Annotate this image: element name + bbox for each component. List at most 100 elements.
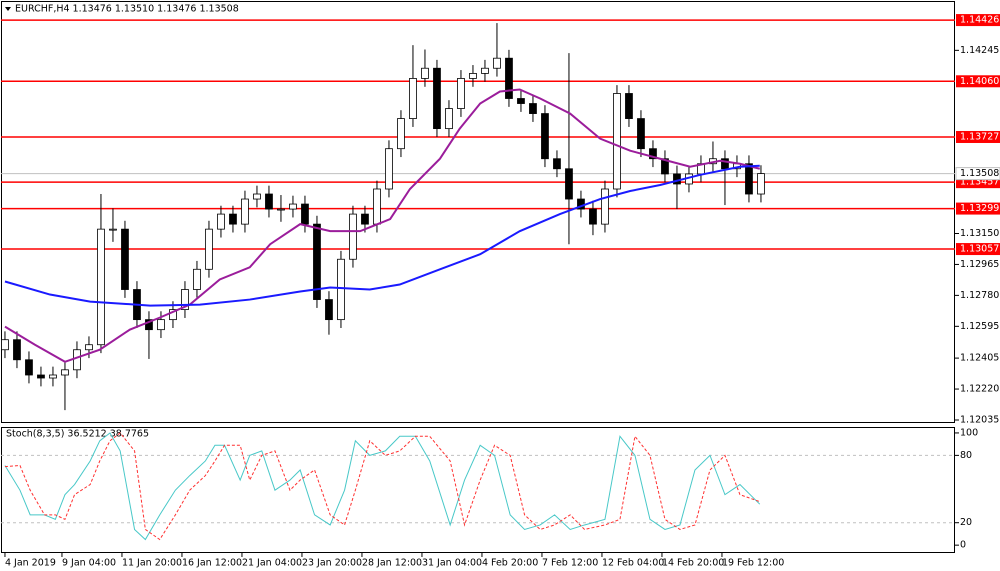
level-label: 1.14426 <box>960 15 999 26</box>
candle-body <box>313 223 321 300</box>
candle-body <box>553 158 561 170</box>
candle-body <box>265 193 273 210</box>
candle-body <box>361 213 369 225</box>
moving-average-line <box>4 88 761 363</box>
candle-body <box>73 349 81 371</box>
candle-body <box>757 173 765 195</box>
y-tick-label: 20 <box>960 517 972 528</box>
candle-body <box>601 188 609 225</box>
y-tick-label: 1.12965 <box>960 259 999 270</box>
candle-body <box>541 113 549 160</box>
candle-body <box>61 369 69 376</box>
candle-body <box>445 108 453 130</box>
level-label-box <box>956 14 1000 27</box>
level-label: 1.13057 <box>960 244 999 255</box>
candle-body <box>529 103 537 114</box>
candle-body <box>589 208 597 225</box>
level-label-box <box>956 75 1000 88</box>
candle-body <box>565 168 573 200</box>
y-tick-label: 1.14245 <box>960 45 999 56</box>
y-tick-label: 1.12405 <box>960 353 999 364</box>
y-tick-label: 1.12220 <box>960 384 999 395</box>
candle-body <box>721 158 729 170</box>
plot-layer: 1.14245 1.13150 1.12965 1.12780 1.12595 1.124… <box>1 14 1000 569</box>
x-tick-label: 19 Feb 12:00 <box>722 558 784 569</box>
level-label-box <box>956 202 1000 215</box>
x-tick-label: 16 Jan 12:00 <box>182 558 242 569</box>
candle-body <box>229 213 237 225</box>
candle-body <box>169 309 177 321</box>
x-tick-label: 12 Feb 04:00 <box>602 558 664 569</box>
candle-body <box>457 78 465 109</box>
candle-body <box>613 93 621 190</box>
candle-body <box>109 228 117 231</box>
level-label: 1.13299 <box>960 203 999 214</box>
candle-body <box>1 339 9 351</box>
x-tick-label: 28 Jan 12:00 <box>362 558 422 569</box>
stoch-panel-frame <box>1 427 955 553</box>
y-tick-label: 100 <box>960 427 978 438</box>
candle-body <box>625 93 633 119</box>
candle-body <box>469 73 477 79</box>
x-tick-label: 23 Jan 20:00 <box>302 558 362 569</box>
candle-body <box>85 344 93 351</box>
level-label-box <box>956 130 1000 143</box>
y-tick-label: 1.12035 <box>960 414 999 425</box>
candle-body <box>241 198 249 225</box>
y-tick-label: 1.13150 <box>960 228 999 239</box>
candle-body <box>337 258 345 321</box>
x-tick-label: 7 Feb 12:00 <box>542 558 598 569</box>
candle-body <box>325 299 333 321</box>
symbol-menu-arrow[interactable] <box>5 7 11 11</box>
level-label: 1.13457 <box>960 177 999 188</box>
candle-body <box>517 98 525 104</box>
candle-body <box>181 289 189 310</box>
y-tick-label: 0 <box>960 540 966 551</box>
x-tick-label: 14 Feb 20:00 <box>662 558 724 569</box>
candle-body <box>661 158 669 175</box>
candle-body <box>433 67 441 130</box>
candle-body <box>649 148 657 160</box>
candle-body <box>673 173 681 185</box>
x-tick-label: 4 Jan 2019 <box>5 558 56 569</box>
candle-body <box>193 268 201 290</box>
candle-body <box>253 193 261 200</box>
x-tick-label: 31 Jan 04:00 <box>422 558 482 569</box>
level-label: 1.14060 <box>960 76 999 87</box>
candle-body <box>481 67 489 74</box>
candle-body <box>37 374 45 379</box>
x-tick-label: 4 Feb 20:00 <box>482 558 538 569</box>
candle-body <box>97 228 105 346</box>
candle-body <box>637 118 645 150</box>
moving-average-line <box>4 164 760 307</box>
y-tick-label: 1.12780 <box>960 290 999 301</box>
candle-body <box>421 67 429 79</box>
candle-body <box>13 339 21 361</box>
candle-body <box>217 213 225 230</box>
candle-body <box>205 228 213 270</box>
x-tick-label: 9 Jan 04:00 <box>62 558 116 569</box>
symbol-header: EURCHF,H4 1.13476 1.13510 1.13476 1.1350… <box>15 4 239 15</box>
candle-body <box>373 188 381 225</box>
last-price-label: 1.13508 <box>960 168 999 179</box>
level-label: 1.13727 <box>960 131 999 142</box>
candle-body <box>397 118 405 150</box>
candle-body <box>145 319 153 331</box>
candle-body <box>121 228 129 290</box>
candle-body <box>289 203 297 210</box>
candle-body <box>277 208 285 211</box>
x-tick-label: 21 Jan 04:00 <box>242 558 302 569</box>
price-panel-frame <box>1 1 955 423</box>
x-tick-label: 11 Jan 20:00 <box>122 558 182 569</box>
candle-body <box>157 319 165 331</box>
y-tick-label: 1.12595 <box>960 321 999 332</box>
candle-body <box>745 163 753 195</box>
indicator-header: Stoch(8,3,5) 36.5212 38.7765 <box>6 429 149 440</box>
candle-body <box>349 213 357 260</box>
candle-body <box>409 78 417 119</box>
oscillator-line <box>4 432 761 541</box>
candle-body <box>505 57 513 99</box>
last-price-box <box>955 167 1000 181</box>
